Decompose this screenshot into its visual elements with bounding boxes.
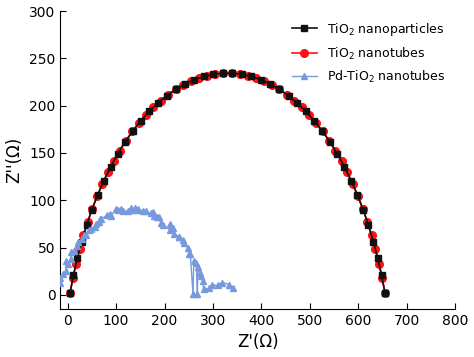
Line: Pd-TiO$_2$ nanotubes: Pd-TiO$_2$ nanotubes [57,205,236,297]
TiO$_2$ nanoparticles [138,119,144,123]
TiO$_2$ nanoparticles [249,74,255,79]
TiO$_2$ nanoparticles [286,94,292,98]
Pd-TiO$_2$ nanotubes [83,233,89,237]
TiO$_2$ nanoparticles [191,77,197,82]
TiO$_2$ nanotubes [220,71,226,75]
Y-axis label: Z''(Ω): Z''(Ω) [6,137,24,183]
TiO$_2$ nanoparticles [365,223,371,227]
TiO$_2$ nanoparticles [311,119,317,123]
TiO$_2$ nanoparticles [115,152,120,156]
TiO$_2$ nanoparticles [375,256,381,260]
Pd-TiO$_2$ nanotubes [227,282,232,287]
TiO$_2$ nanotubes [165,92,171,97]
TiO$_2$ nanoparticles [108,165,113,169]
TiO$_2$ nanoparticles [155,101,161,105]
TiO$_2$ nanoparticles [182,82,188,86]
TiO$_2$ nanoparticles [327,140,333,144]
Pd-TiO$_2$ nanotubes [230,286,236,290]
Pd-TiO$_2$ nanotubes [80,237,85,241]
TiO$_2$ nanoparticles [130,129,136,133]
TiO$_2$ nanoparticles [258,77,264,82]
Line: TiO$_2$ nanotubes: TiO$_2$ nanotubes [66,69,389,297]
Line: TiO$_2$ nanoparticles: TiO$_2$ nanoparticles [66,70,389,296]
TiO$_2$ nanoparticles [210,72,216,76]
Pd-TiO$_2$ nanotubes [57,281,63,285]
TiO$_2$ nanotubes [212,72,218,76]
Pd-TiO$_2$ nanotubes [190,292,196,296]
TiO$_2$ nanoparticles [173,87,178,91]
TiO$_2$ nanoparticles [348,178,354,183]
Pd-TiO$_2$ nanotubes [188,252,193,256]
TiO$_2$ nanoparticles [79,240,84,244]
TiO$_2$ nanoparticles [101,178,107,183]
TiO$_2$ nanoparticles [360,208,366,212]
TiO$_2$ nanotubes [276,87,282,91]
TiO$_2$ nanoparticles [342,165,347,169]
TiO$_2$ nanoparticles [146,109,152,114]
TiO$_2$ nanoparticles [95,193,100,197]
TiO$_2$ nanoparticles [84,223,90,227]
TiO$_2$ nanoparticles [74,256,80,260]
TiO$_2$ nanoparticles [319,129,325,133]
TiO$_2$ nanoparticles [371,240,376,244]
TiO$_2$ nanoparticles [164,94,169,98]
TiO$_2$ nanoparticles [379,273,384,277]
TiO$_2$ nanoparticles [201,74,206,79]
TiO$_2$ nanotubes [292,99,297,103]
TiO$_2$ nanoparticles [277,87,283,91]
TiO$_2$ nanoparticles [303,109,309,114]
X-axis label: Z'(Ω): Z'(Ω) [237,333,279,351]
TiO$_2$ nanoparticles [335,152,340,156]
TiO$_2$ nanoparticles [382,291,388,295]
TiO$_2$ nanoparticles [220,71,226,75]
TiO$_2$ nanotubes [373,247,378,251]
Pd-TiO$_2$ nanotubes [133,206,138,210]
TiO$_2$ nanoparticles [71,273,76,277]
TiO$_2$ nanoparticles [355,193,360,197]
TiO$_2$ nanotubes [81,233,86,238]
Pd-TiO$_2$ nanotubes [156,215,162,219]
TiO$_2$ nanotubes [67,291,73,295]
TiO$_2$ nanoparticles [229,71,235,75]
TiO$_2$ nanoparticles [294,101,300,105]
TiO$_2$ nanoparticles [89,208,95,212]
TiO$_2$ nanoparticles [267,82,273,86]
TiO$_2$ nanoparticles [67,291,73,295]
TiO$_2$ nanotubes [382,291,388,295]
Legend: TiO$_2$ nanoparticles, TiO$_2$ nanotubes, Pd-TiO$_2$ nanotubes: TiO$_2$ nanoparticles, TiO$_2$ nanotubes… [288,17,449,89]
TiO$_2$ nanoparticles [122,140,128,144]
Pd-TiO$_2$ nanotubes [65,262,71,267]
TiO$_2$ nanoparticles [239,72,245,76]
